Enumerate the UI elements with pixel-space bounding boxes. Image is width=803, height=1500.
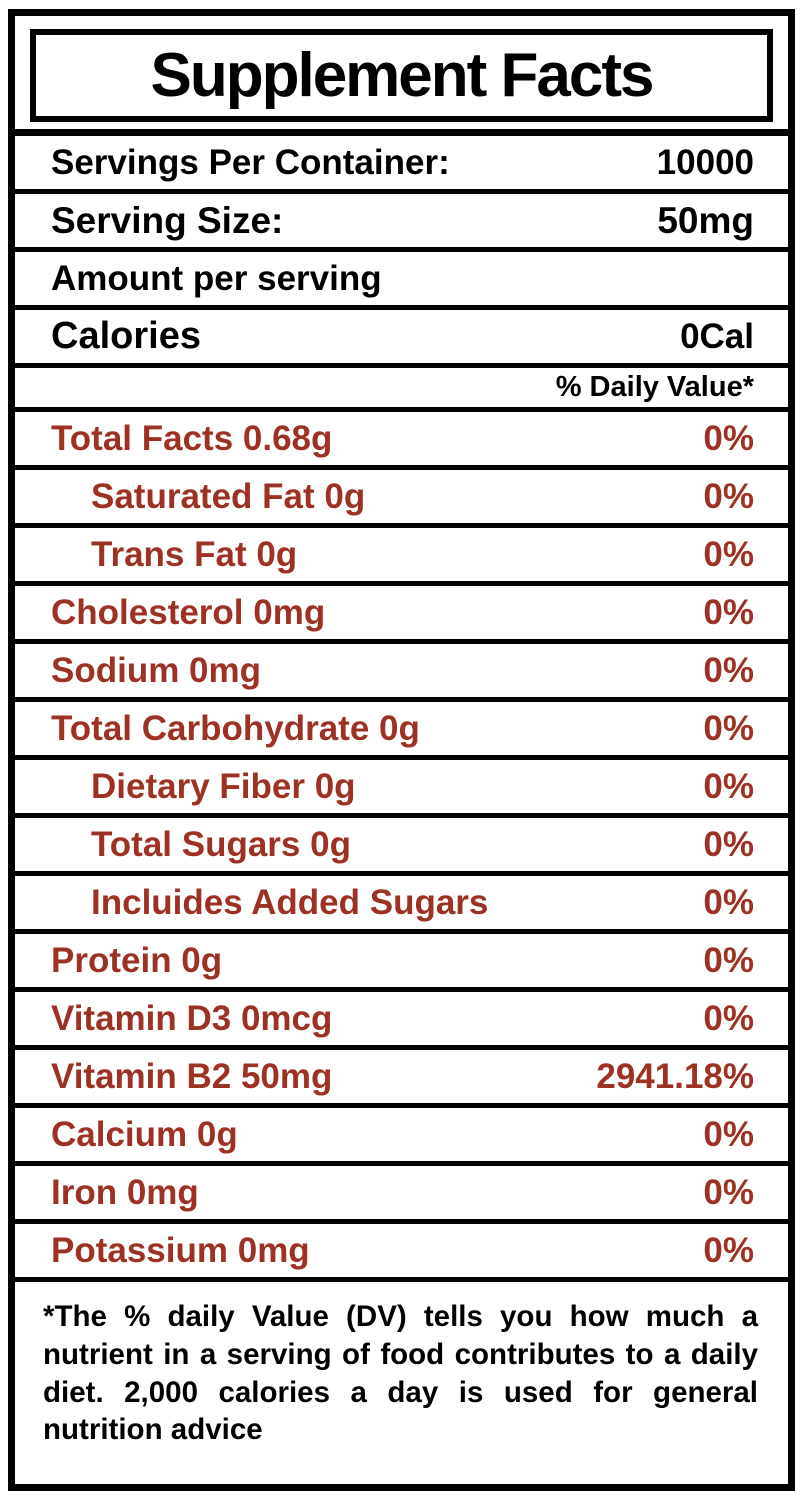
nutrient-row-potassium: Potassium 0mg 0%	[15, 1224, 788, 1282]
nutrient-row-iron: Iron 0mg 0%	[15, 1166, 788, 1224]
nutrient-label: Calcium 0g	[51, 1114, 238, 1154]
nutrient-value: 0%	[703, 1114, 754, 1154]
calories-value: 0Cal	[680, 316, 754, 356]
page-title: Supplement Facts	[150, 41, 655, 110]
nutrient-label: Saturated Fat 0g	[91, 476, 366, 516]
nutrient-value: 0%	[703, 708, 754, 748]
nutrient-value: 0%	[703, 650, 754, 690]
servings-per-container-value: 10000	[656, 142, 754, 182]
nutrient-row-total-carbohydrate: Total Carbohydrate 0g 0%	[15, 702, 788, 760]
title-box: Supplement Facts	[30, 29, 773, 122]
daily-value-footnote: *The % daily Value (DV) tells you how mu…	[43, 1300, 758, 1447]
nutrient-label: Trans Fat 0g	[91, 534, 298, 574]
nutrient-value: 0%	[703, 1172, 754, 1212]
nutrient-row-cholesterol: Cholesterol 0mg 0%	[15, 586, 788, 644]
nutrient-value: 0%	[703, 1230, 754, 1270]
nutrient-label: Dietary Fiber 0g	[91, 766, 356, 806]
servings-per-container-row: Servings Per Container: 10000	[15, 136, 788, 194]
nutrient-row-dietary-fiber: Dietary Fiber 0g 0%	[15, 760, 788, 818]
nutrient-value: 0%	[703, 766, 754, 806]
calories-label: Calories	[51, 315, 201, 357]
nutrient-label: Sodium 0mg	[51, 650, 262, 690]
label-outer-border: Supplement Facts Servings Per Container:…	[8, 9, 795, 1491]
nutrient-value: 0%	[703, 824, 754, 864]
nutrient-value: 0%	[703, 998, 754, 1038]
nutrient-label: Total Carbohydrate 0g	[51, 708, 420, 748]
nutrient-label: Total Facts 0.68g	[51, 418, 333, 458]
nutrient-label: Cholesterol 0mg	[51, 592, 326, 632]
daily-value-header-row: % Daily Value*	[15, 368, 788, 412]
nutrient-label: Total Sugars 0g	[91, 824, 351, 864]
nutrient-row-protein: Protein 0g 0%	[15, 934, 788, 992]
nutrient-row-sodium: Sodium 0mg 0%	[15, 644, 788, 702]
nutrient-row-saturated-fat: Saturated Fat 0g 0%	[15, 470, 788, 528]
nutrient-label: Vitamin D3 0mcg	[51, 998, 333, 1038]
nutrient-row-calcium: Calcium 0g 0%	[15, 1108, 788, 1166]
servings-per-container-label: Servings Per Container:	[51, 142, 450, 182]
nutrient-value: 0%	[703, 534, 754, 574]
calories-row: Calories 0Cal	[15, 310, 788, 368]
serving-size-row: Serving Size: 50mg	[15, 194, 788, 252]
amount-per-serving-row: Amount per serving	[15, 252, 788, 310]
nutrient-value: 0%	[703, 882, 754, 922]
nutrient-label: Incluides Added Sugars	[91, 882, 489, 922]
nutrient-value: 0%	[703, 592, 754, 632]
nutrient-label: Iron 0mg	[51, 1172, 199, 1212]
nutrient-row-vitamin-b2: Vitamin B2 50mg 2941.18%	[15, 1050, 788, 1108]
nutrient-label: Vitamin B2 50mg	[51, 1056, 333, 1096]
nutrient-value: 2941.18%	[596, 1056, 754, 1096]
nutrient-row-total-sugars: Total Sugars 0g 0%	[15, 818, 788, 876]
amount-per-serving-label: Amount per serving	[51, 258, 382, 298]
nutrient-value: 0%	[703, 418, 754, 458]
serving-size-value: 50mg	[657, 199, 754, 241]
nutrient-row-trans-fat: Trans Fat 0g 0%	[15, 528, 788, 586]
facts-table: Servings Per Container: 10000 Serving Si…	[15, 129, 788, 1282]
nutrient-row-added-sugars: Incluides Added Sugars 0%	[15, 876, 788, 934]
nutrient-value: 0%	[703, 476, 754, 516]
nutrient-row-vitamin-d3: Vitamin D3 0mcg 0%	[15, 992, 788, 1050]
nutrient-row-total-facts: Total Facts 0.68g 0%	[15, 412, 788, 470]
serving-size-label: Serving Size:	[51, 199, 284, 241]
daily-value-header: % Daily Value*	[555, 371, 754, 403]
nutrient-label: Protein 0g	[51, 940, 223, 980]
nutrient-value: 0%	[703, 940, 754, 980]
nutrient-label: Potassium 0mg	[51, 1230, 310, 1270]
